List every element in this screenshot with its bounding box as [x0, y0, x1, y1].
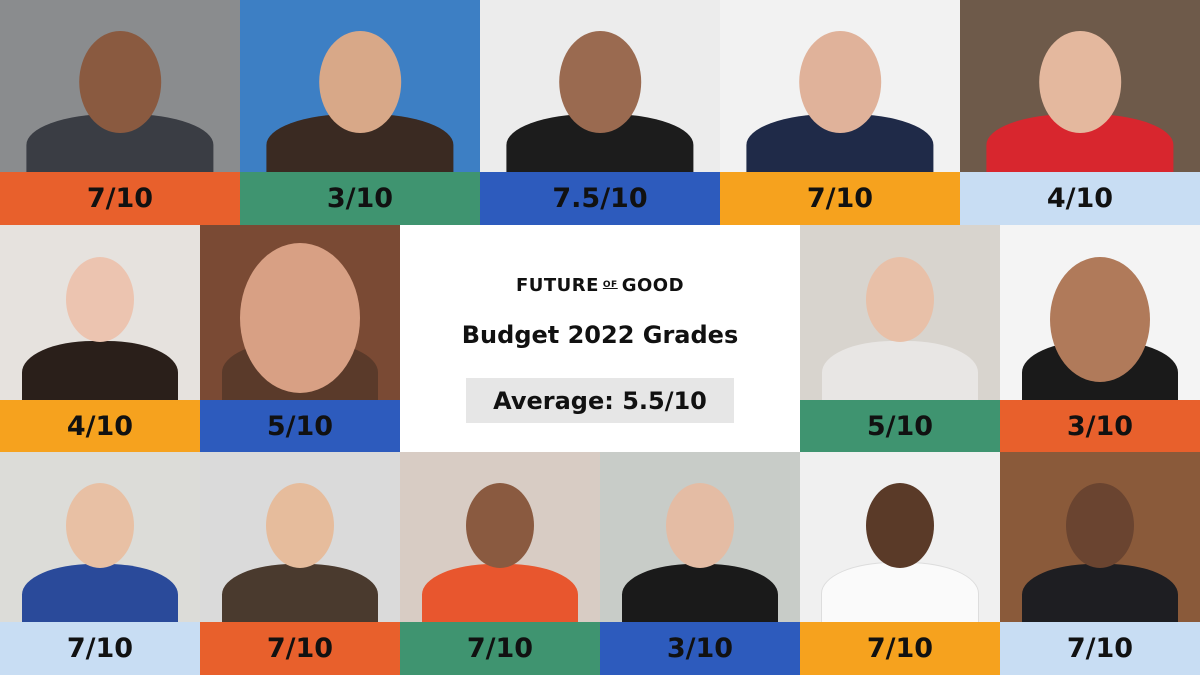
grade-label: 7/10 — [400, 622, 600, 675]
panelist-photo — [480, 0, 720, 172]
grade-label: 7/10 — [0, 622, 200, 675]
panelist-photo — [720, 0, 960, 172]
panelist-card: 5/10 — [200, 225, 400, 452]
average-badge: Average: 5.5/10 — [466, 378, 734, 423]
panelist-photo — [200, 452, 400, 622]
grade-label: 3/10 — [240, 172, 480, 225]
grade-label: 7/10 — [720, 172, 960, 225]
grade-label: 5/10 — [800, 400, 1000, 452]
panelist-photo — [240, 0, 480, 172]
grade-label: 7/10 — [200, 622, 400, 675]
panelist-photo — [960, 0, 1200, 172]
panelist-photo — [800, 452, 1000, 622]
panelist-photo — [0, 0, 240, 172]
panelist-photo — [1000, 452, 1200, 622]
panelist-card: 7/10 — [720, 0, 960, 225]
panelist-photo — [800, 225, 1000, 400]
panelist-photo — [200, 225, 400, 400]
panelist-card: 3/10 — [600, 452, 800, 675]
panelist-card: 7/10 — [200, 452, 400, 675]
grade-label: 3/10 — [600, 622, 800, 675]
title-panel: FUTURE OF GOOD Budget 2022 Grades Average:… — [400, 225, 800, 452]
panelist-card: 7/10 — [0, 452, 200, 675]
panelist-card: 7.5/10 — [480, 0, 720, 225]
grade-label: 7/10 — [0, 172, 240, 225]
panelist-card: 7/10 — [400, 452, 600, 675]
panelist-card: 3/10 — [240, 0, 480, 225]
panelist-photo — [0, 452, 200, 622]
panelist-card: 7/10 — [800, 452, 1000, 675]
grade-label: 7.5/10 — [480, 172, 720, 225]
grade-label: 4/10 — [960, 172, 1200, 225]
grade-label: 3/10 — [1000, 400, 1200, 452]
panelist-photo — [1000, 225, 1200, 400]
panelist-photo — [0, 225, 200, 400]
future-of-good-logo: FUTURE OF GOOD — [515, 275, 685, 296]
page-title: Budget 2022 Grades — [461, 321, 739, 349]
grade-label: 7/10 — [1000, 622, 1200, 675]
panelist-card: 7/10 — [0, 0, 240, 225]
grade-label: 4/10 — [0, 400, 200, 452]
panelist-card: 4/10 — [0, 225, 200, 452]
panelist-card: 3/10 — [1000, 225, 1200, 452]
panelist-photo — [400, 452, 600, 622]
panelist-card: 4/10 — [960, 0, 1200, 225]
grade-label: 5/10 — [200, 400, 400, 452]
panelist-card: 7/10 — [1000, 452, 1200, 675]
grade-label: 7/10 — [800, 622, 1000, 675]
panelist-card: 5/10 — [800, 225, 1000, 452]
panelist-photo — [600, 452, 800, 622]
